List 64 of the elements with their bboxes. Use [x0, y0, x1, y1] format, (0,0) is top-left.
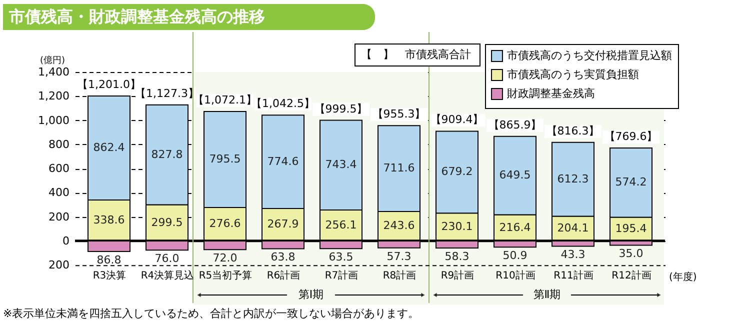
text: 【 】 市債残高合計 — [361, 48, 471, 61]
data-label: 774.6 — [267, 154, 299, 168]
data-label: 204.1 — [557, 222, 589, 235]
data-label: 267.9 — [267, 218, 299, 231]
y-tick-label: 800 — [48, 138, 70, 151]
data-label: 195.4 — [615, 222, 647, 236]
y-tick-label: 1,000 — [38, 114, 70, 127]
data-label: 216.4 — [499, 220, 531, 234]
x-tick-label: R10計画 — [496, 270, 536, 282]
data-label: 63.5 — [328, 250, 354, 264]
data-label: 35.0 — [618, 247, 644, 260]
data-label: 574.2 — [615, 176, 647, 189]
text: 財政調整基金残高 — [507, 87, 595, 100]
data-label: 243.6 — [383, 219, 415, 232]
data-label: 711.6 — [383, 162, 415, 175]
x-axis-title: (年度) — [669, 271, 697, 284]
data-label: 679.2 — [441, 165, 473, 178]
chart-title: 市債残高・財政調整基金残高の推移 — [8, 7, 265, 26]
x-tick-label: R8計画 — [382, 270, 416, 282]
band-label: 第Ⅱ期 — [533, 288, 561, 301]
x-tick-label: R11計画 — [554, 270, 594, 282]
y-tick-label: 200 — [48, 258, 70, 272]
data-label: 86.8 — [96, 253, 122, 266]
x-tick-label: R9計画 — [440, 270, 474, 282]
data-label: 58.3 — [444, 250, 470, 264]
total-label: 【769.6】 — [604, 130, 658, 144]
total-label: 【955.3】 — [372, 108, 426, 121]
data-label: 50.9 — [502, 249, 528, 262]
band-label: 第Ⅰ期 — [298, 288, 324, 301]
y-tick-label: 200 — [48, 210, 70, 224]
total-label: 【909.4】 — [430, 113, 484, 126]
data-label: 649.5 — [499, 168, 531, 182]
y-tick-label: 600 — [48, 162, 70, 175]
data-label: 612.3 — [557, 172, 589, 186]
y-tick-label: 0 — [62, 234, 70, 248]
data-label: 795.5 — [209, 152, 241, 166]
x-tick-label: R12計画 — [612, 270, 652, 282]
data-label: 743.4 — [325, 158, 357, 172]
data-label: 230.1 — [441, 220, 473, 233]
legend-label: 市債残高のうち実質負担額 — [507, 68, 639, 81]
x-tick-label: R3決算 — [92, 270, 126, 282]
data-label: 862.4 — [93, 141, 125, 154]
total-label: 【816.3】 — [546, 124, 600, 138]
data-label: 338.6 — [93, 213, 125, 226]
legend-label: 市債残高のうち交付税措置見込額 — [507, 49, 672, 62]
data-label: 827.8 — [151, 148, 183, 161]
x-tick-label: R7計画 — [324, 270, 358, 282]
data-label: 72.0 — [212, 252, 238, 265]
y-tick-label: 1,200 — [38, 90, 70, 103]
data-label: 43.3 — [560, 248, 586, 262]
data-label: 276.6 — [209, 217, 241, 230]
total-label: 【999.5】 — [314, 102, 368, 116]
x-tick-label: R5当初予算 — [198, 270, 252, 282]
data-label: 76.0 — [154, 252, 180, 266]
data-label: 57.3 — [386, 250, 412, 263]
y-tick-label: 1,400 — [38, 66, 70, 78]
y-tick-label: 400 — [48, 186, 70, 200]
text: ※表示単位未満を四捨五入しているため、合計と内訳が一致しない場合があります。 — [3, 307, 420, 320]
total-label: 【865.9】 — [488, 118, 542, 132]
x-tick-label: R6計画 — [266, 270, 300, 282]
data-label: 256.1 — [325, 218, 357, 232]
data-label: 63.8 — [270, 250, 296, 264]
y-axis-title: (億円) — [40, 55, 65, 66]
data-label: 299.5 — [151, 216, 183, 229]
